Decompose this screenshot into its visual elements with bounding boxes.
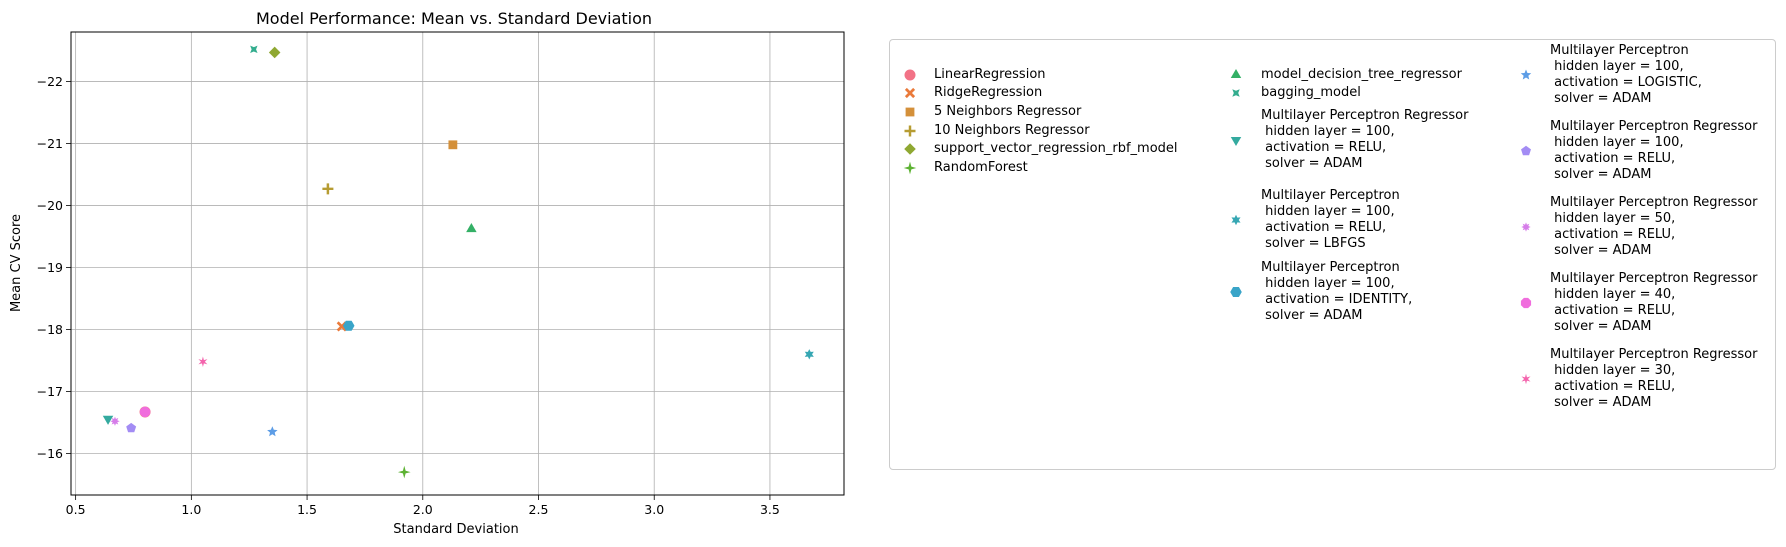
x-tick-label: 3.5 — [760, 502, 780, 517]
data-point — [102, 415, 114, 425]
legend-marker-shape — [1521, 145, 1531, 156]
plot-frame — [70, 31, 845, 496]
data-point — [110, 416, 120, 426]
legend-marker-shape — [1230, 68, 1242, 79]
legend-marker — [1230, 287, 1242, 297]
x-tick-label: 2.5 — [529, 502, 549, 517]
data-point — [397, 465, 411, 479]
y-tick-label: −21 — [37, 136, 63, 151]
legend-marker — [904, 143, 916, 155]
legend-label: Multilayer Perceptron hidden layer = 100… — [1261, 260, 1413, 323]
chart-title: Model Performance: Mean vs. Standard Dev… — [256, 9, 652, 28]
legend-marker — [1521, 145, 1531, 156]
legend-label: 10 Neighbors Regressor — [934, 123, 1090, 138]
y-tick-label: −17 — [37, 384, 63, 399]
data-point — [198, 356, 208, 367]
data-point — [139, 406, 151, 418]
legend-marker — [905, 107, 915, 117]
legend-label: Multilayer Perceptron Regressor hidden l… — [1550, 119, 1758, 182]
x-tick-label: 1.0 — [181, 502, 201, 517]
legend-marker-shape — [1521, 222, 1531, 232]
legend-marker-shape — [904, 87, 916, 99]
points-layer — [102, 45, 814, 479]
legend-marker — [1520, 69, 1532, 80]
legend-marker — [1230, 136, 1242, 147]
legend-marker-shape — [1520, 297, 1532, 309]
legend-marker — [904, 87, 916, 99]
legend-label: LinearRegression — [934, 67, 1046, 82]
legend-label: Multilayer Perceptron hidden layer = 100… — [1261, 188, 1400, 251]
y-tick-label: −18 — [37, 322, 63, 337]
grid-layer — [71, 32, 844, 495]
axes-layer: 0.5 1.0 1.5 2.0 2.5 3.0 3.5 −16 −17 −18 −19 −20 −21 −… — [37, 31, 845, 517]
data-point — [250, 45, 258, 54]
legend-marker — [904, 69, 916, 81]
legend-marker-shape — [1232, 89, 1240, 97]
legend-label: model_decision_tree_regressor — [1261, 67, 1462, 82]
legend-label: RandomForest — [934, 160, 1028, 175]
data-point — [448, 140, 458, 150]
y-tick-label: −16 — [37, 446, 63, 461]
legend-label: bagging_model — [1261, 85, 1361, 100]
x-tick-label: 3.0 — [644, 502, 664, 517]
legend-label: Multilayer Perceptron Regressor hidden l… — [1261, 108, 1469, 171]
y-axis-label: Mean CV Score — [9, 214, 24, 312]
data-point — [267, 426, 278, 437]
y-tick-label: −22 — [37, 74, 63, 89]
data-point — [342, 320, 355, 331]
data-point — [126, 422, 137, 433]
x-tick-label: 2.0 — [413, 502, 433, 517]
legend-marker-shape — [1520, 69, 1532, 80]
y-tick-label: −19 — [37, 260, 63, 275]
data-point — [466, 223, 477, 233]
legend-marker — [1231, 214, 1241, 226]
legend-marker — [1520, 297, 1532, 309]
data-point — [322, 183, 334, 195]
legend-label: Multilayer Perceptron Regressor hidden l… — [1550, 271, 1758, 334]
legend-marker — [904, 125, 916, 137]
legend-marker — [1232, 89, 1240, 97]
legend-marker-shape — [903, 161, 917, 175]
legend-label: RidgeRegression — [934, 85, 1043, 100]
legend-label: Multilayer Perceptron Regressor hidden l… — [1550, 195, 1758, 258]
legend-marker — [1521, 373, 1531, 385]
legend-label: support_vector_regression_rbf_model — [934, 141, 1178, 156]
legend-marker-shape — [1231, 214, 1241, 226]
legend-marker-shape — [1521, 373, 1531, 385]
y-tick-label: −20 — [37, 198, 63, 213]
legend-marker-shape — [1230, 136, 1242, 147]
legend-marker — [1521, 222, 1531, 232]
x-tick-label: 0.5 — [66, 502, 86, 517]
legend-marker-shape — [904, 125, 916, 137]
legend-label: Multilayer Perceptron Regressor hidden l… — [1550, 347, 1758, 410]
legend-marker — [1230, 68, 1242, 79]
legend-label: Multilayer Perceptron hidden layer = 100… — [1550, 43, 1702, 106]
legend-marker — [903, 161, 917, 175]
legend-marker-shape — [905, 107, 915, 117]
legend-marker-shape — [1230, 287, 1242, 297]
x-axis-label: Standard Deviation — [393, 522, 518, 537]
legend-marker-shape — [904, 143, 916, 155]
legend-label: 5 Neighbors Regressor — [934, 104, 1082, 119]
legend-marker-shape — [904, 69, 916, 81]
x-tick-label: 1.5 — [297, 502, 317, 517]
data-point — [268, 46, 281, 59]
data-point — [804, 349, 814, 360]
chart-legend: LinearRegression RidgeRegression 5 Neighbo… — [889, 39, 1776, 470]
